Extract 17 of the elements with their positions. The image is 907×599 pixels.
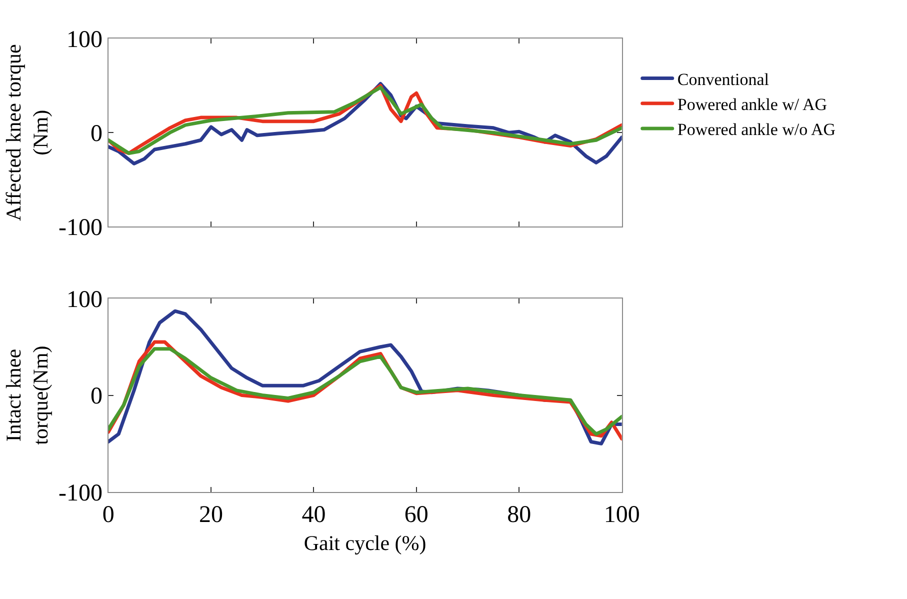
legend-label: Powered ankle w/ AG — [677, 94, 828, 114]
y-tick-label: 100 — [66, 286, 103, 313]
legend-label: Conventional — [677, 70, 770, 89]
y-axis-title: Intact knee torque(Nm) — [1, 346, 53, 445]
y-tick-label: 100 — [66, 26, 103, 53]
x-tick-label: 40 — [302, 502, 326, 528]
x-tick-label: 100 — [604, 502, 640, 528]
y-tick-label: -100 — [58, 215, 103, 242]
y-tick-label: 0 — [90, 121, 103, 147]
y-axis-title: Affected knee torque (Nm) — [1, 44, 53, 222]
x-axis-title: Gait cycle (%) — [304, 531, 426, 556]
x-tick-label: 60 — [404, 502, 428, 528]
y-tick-label: 0 — [90, 384, 103, 410]
y-tick-label: -100 — [58, 480, 103, 506]
legend-label: Powered ankle w/o AG — [677, 120, 836, 140]
x-tick-label: 20 — [199, 502, 224, 528]
x-tick-label: 80 — [507, 502, 532, 528]
